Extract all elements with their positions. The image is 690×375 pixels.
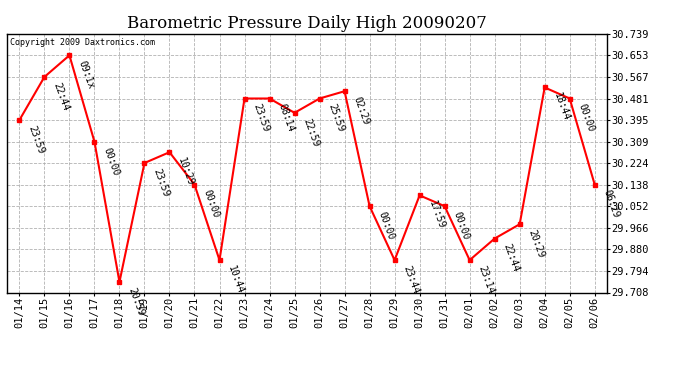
Text: 23:59: 23:59: [151, 167, 171, 198]
Title: Barometric Pressure Daily High 20090207: Barometric Pressure Daily High 20090207: [127, 15, 487, 32]
Text: 10:29: 10:29: [177, 156, 196, 188]
Text: 20:59: 20:59: [126, 286, 146, 317]
Text: 20:29: 20:29: [526, 228, 546, 260]
Text: 23:59: 23:59: [26, 124, 46, 155]
Text: 00:00: 00:00: [377, 210, 396, 242]
Text: 17:59: 17:59: [426, 200, 446, 231]
Text: 25:59: 25:59: [326, 103, 346, 134]
Text: 06:29: 06:29: [602, 189, 621, 220]
Text: 22:44: 22:44: [502, 243, 521, 274]
Text: 09:1x: 09:1x: [77, 60, 96, 90]
Text: 00:00: 00:00: [577, 103, 596, 134]
Text: 23:14: 23:14: [477, 264, 496, 296]
Text: 23:59: 23:59: [251, 103, 271, 134]
Text: 22:59: 22:59: [302, 117, 321, 148]
Text: 00:00: 00:00: [101, 146, 121, 177]
Text: 00:00: 00:00: [451, 210, 471, 242]
Text: 23:44: 23:44: [402, 264, 421, 296]
Text: 10:44: 10:44: [226, 264, 246, 296]
Text: 00:00: 00:00: [201, 189, 221, 220]
Text: 08:14: 08:14: [277, 103, 296, 134]
Text: 22:44: 22:44: [51, 81, 71, 112]
Text: Copyright 2009 Daxtronics.com: Copyright 2009 Daxtronics.com: [10, 38, 155, 46]
Text: 02:29: 02:29: [351, 95, 371, 126]
Text: 18:44: 18:44: [551, 92, 571, 123]
